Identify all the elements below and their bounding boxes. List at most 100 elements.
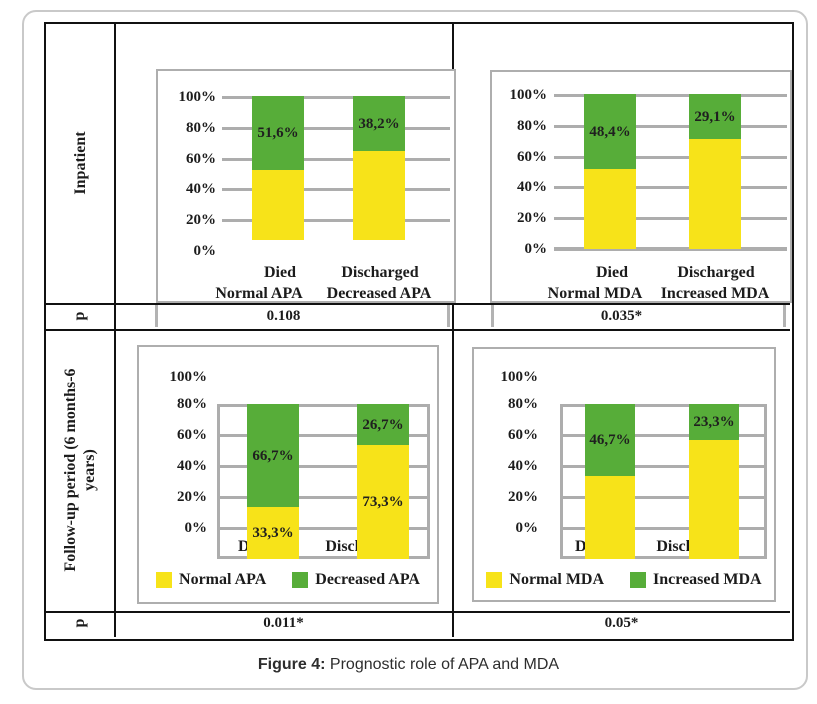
figure-caption-number: Figure 4: xyxy=(257,656,326,673)
chart-inpatient-apa: 100% 80% 60% 40% 20% 0% Died Discharged 51,6% 38,… xyxy=(156,69,456,303)
segment-value-label: 33,3% xyxy=(252,525,294,542)
segment-decreased-apa xyxy=(353,96,405,151)
row-label-p-bottom: p xyxy=(71,618,88,628)
chart-frame-stub xyxy=(155,305,158,327)
bar-died: 66,7% 33,3% xyxy=(247,404,299,559)
y-axis-tick-label: 100% xyxy=(178,89,217,105)
gridline xyxy=(220,434,427,437)
segment-normal-mda xyxy=(584,169,636,249)
legend-label: Normal MDA xyxy=(509,571,605,588)
legend-item-yellow: Normal MDA xyxy=(486,571,604,589)
bar-died: 51,6% xyxy=(252,96,304,240)
yellow-legend-swatch xyxy=(156,572,173,588)
category-label-died: Died xyxy=(596,264,628,281)
y-axis-tick-label: 20% xyxy=(177,489,207,505)
segment-value-label: 29,1% xyxy=(694,108,736,125)
y-axis-tick-label: 60% xyxy=(186,150,216,167)
segment-value-label: 48,4% xyxy=(589,123,631,140)
gridline xyxy=(554,186,787,190)
y-axis-tick-label: 0% xyxy=(515,520,539,536)
y-axis-tick-label: 0% xyxy=(184,520,208,536)
legend-item-yellow: Normal APA xyxy=(215,285,303,302)
p-value-followup-apa: 0.011* xyxy=(263,615,304,631)
row-label-p-top: p xyxy=(71,311,88,321)
y-axis-tick-label: 60% xyxy=(517,148,547,165)
legend-item-green: Increased MDA xyxy=(630,571,762,589)
segment-normal-apa xyxy=(357,445,409,559)
row-label-inpatient: Inpatient xyxy=(72,131,89,195)
figure-caption-text: Prognostic role of APA and MDA xyxy=(325,656,560,673)
y-axis-tick-label: 40% xyxy=(508,458,538,474)
y-axis-tick-label: 80% xyxy=(177,396,207,412)
legend-item-green: Decreased APA xyxy=(292,571,420,589)
x-axis-line xyxy=(554,247,787,251)
bar-died: 48,4% xyxy=(584,94,636,249)
category-label-died: Died xyxy=(264,264,296,281)
p-value-inpatient-mda: 0.035* xyxy=(600,308,643,324)
segment-decreased-apa xyxy=(247,404,299,508)
bar-discharged: 23,3% xyxy=(689,404,739,559)
chart-frame-stub xyxy=(783,305,786,327)
chart-followup-mda: 100%80%60%40%20%0%DiedDischarged46,7%23,… xyxy=(472,347,776,602)
gridline xyxy=(563,527,764,530)
legend-item-yellow: Normal MDA xyxy=(547,285,643,302)
segment-decreased-apa xyxy=(252,96,304,171)
segment-normal-mda xyxy=(585,476,635,559)
segment-increased-mda xyxy=(584,94,636,170)
segment-value-label: 73,3% xyxy=(362,494,404,511)
chart-frame-stub xyxy=(447,305,450,327)
table-horizontal-border-3 xyxy=(44,611,790,613)
y-axis-tick-label: 20% xyxy=(517,210,547,227)
legend-label: Decreased APA xyxy=(315,571,420,588)
y-axis-tick-label: 40% xyxy=(517,179,547,196)
segment-value-label: 51,6% xyxy=(257,125,299,142)
table-horizontal-border-2 xyxy=(44,329,790,331)
legend-item-green: Decreased APA xyxy=(326,285,432,302)
legend: Normal MDA Increased MDA xyxy=(474,571,774,589)
gridline xyxy=(222,96,450,99)
gridline xyxy=(563,496,764,499)
y-axis-tick-label: 80% xyxy=(517,117,547,134)
gridline xyxy=(563,465,764,468)
gridline xyxy=(222,219,450,223)
y-axis-tick-label: 100% xyxy=(169,369,208,385)
y-axis-tick-label: 40% xyxy=(177,458,207,474)
bar-discharged: 26,7% 73,3% xyxy=(357,404,409,559)
gridline xyxy=(554,217,787,221)
gridline xyxy=(554,94,787,97)
y-axis-tick-label: 60% xyxy=(508,427,538,443)
y-axis-tick-label: 60% xyxy=(177,427,207,443)
segment-normal-mda xyxy=(689,139,741,249)
figure-caption: Figure 4: Prognostic role of APA and MDA xyxy=(0,656,817,674)
legend: Normal APA Decreased APA xyxy=(139,571,437,589)
y-axis-tick-label: 40% xyxy=(186,181,216,198)
p-value-followup-mda: 0.05* xyxy=(604,615,639,631)
segment-increased-mda xyxy=(689,94,741,140)
green-legend-swatch xyxy=(630,572,647,588)
gridline xyxy=(554,124,787,128)
y-axis-tick-label: 20% xyxy=(186,212,216,229)
figure-outer-border xyxy=(22,10,808,690)
green-legend-swatch xyxy=(292,572,309,588)
y-axis-tick-label: 0% xyxy=(524,241,548,257)
bar-died: 46,7% xyxy=(585,404,635,559)
yellow-legend-swatch xyxy=(486,572,503,588)
gridline xyxy=(220,527,427,530)
segment-value-label: 46,7% xyxy=(589,432,631,449)
segment-value-label: 38,2% xyxy=(358,115,400,132)
segment-normal-apa xyxy=(252,170,304,240)
legend-label: Normal APA xyxy=(179,571,267,588)
gridline xyxy=(220,496,427,499)
chart-followup-apa: 100%80%60%40%20%0%DiedDischarged66,7%33,… xyxy=(137,345,439,604)
y-axis-tick-label: 80% xyxy=(186,119,216,136)
bar-discharged: 38,2% xyxy=(353,96,405,240)
table-horizontal-border-1 xyxy=(44,303,790,305)
p-value-inpatient-apa: 0.108 xyxy=(266,308,301,324)
segment-normal-mda xyxy=(689,440,739,559)
gridline xyxy=(220,465,427,468)
gridline xyxy=(563,434,764,437)
segment-value-label: 23,3% xyxy=(693,414,735,431)
y-axis-tick-label: 20% xyxy=(508,489,538,505)
category-label-discharged: Discharged xyxy=(341,264,419,281)
category-label-discharged: Discharged xyxy=(677,264,755,281)
